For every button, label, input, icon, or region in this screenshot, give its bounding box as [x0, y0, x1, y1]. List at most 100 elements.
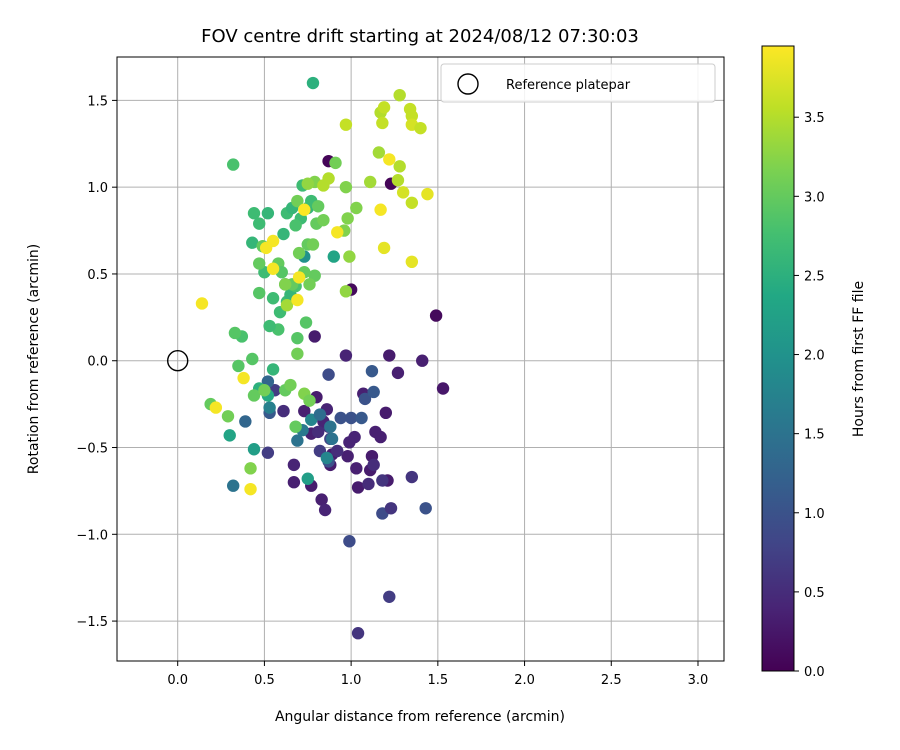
scatter-point [291, 434, 304, 447]
x-tick-label: 2.5 [601, 673, 622, 688]
scatter-point [246, 236, 259, 249]
scatter-point [253, 257, 266, 270]
scatter-point [391, 174, 405, 187]
scatter-point [383, 590, 396, 603]
scatter-point [376, 474, 389, 487]
scatter-point [393, 88, 406, 102]
chart-title: FOV centre drift starting at 2024/08/12 … [201, 26, 639, 47]
scatter-point [327, 250, 340, 263]
legend-label: Reference platepar [506, 78, 631, 93]
scatter-point [379, 406, 393, 420]
scatter-point [292, 246, 306, 260]
scatter-point [303, 278, 316, 291]
colorbar-tick-label: 0.5 [804, 586, 825, 601]
scatter-point [247, 207, 261, 220]
scatter-point [247, 389, 261, 402]
scatter-point [221, 410, 235, 423]
scatter-point [341, 449, 354, 463]
scatter-point [263, 401, 276, 414]
scatter-point [339, 349, 353, 362]
scatter-point [350, 201, 363, 215]
scatter-point [253, 286, 266, 300]
x-tick-label: 3.0 [688, 673, 709, 688]
scatter-point [279, 278, 292, 291]
scatter-point [374, 203, 387, 216]
y-tick-label: 1.5 [87, 94, 108, 109]
legend-reference-marker [457, 73, 479, 95]
scatter-point [343, 535, 356, 548]
scatter-point [308, 330, 321, 343]
scatter-point [306, 76, 320, 90]
scatter-point [383, 349, 396, 362]
scatter-point [355, 411, 368, 425]
scatter-point [266, 262, 280, 275]
scatter-point [287, 476, 301, 489]
y-tick-label: −1.0 [76, 528, 108, 543]
colorbar-ticks: 0.0 0.5 1.0 1.5 2.0 2.5 3.0 3.5 [794, 111, 825, 680]
scatter-point [317, 179, 330, 192]
scatter-point [429, 309, 443, 322]
colorbar-tick-label: 1.0 [804, 507, 825, 522]
scatter-point [405, 255, 419, 269]
scatter-point [317, 213, 330, 227]
scatter-point [258, 384, 271, 397]
scatter-point [223, 429, 236, 442]
scatter-point [195, 297, 209, 310]
scatter-point [364, 175, 377, 189]
scatter-point [311, 425, 325, 439]
y-tick-label: −0.5 [76, 442, 108, 457]
scatter-point [362, 477, 375, 491]
scatter-point [253, 217, 266, 230]
scatter-point [372, 146, 386, 159]
scatter-point [320, 451, 334, 465]
scatter-point [239, 415, 252, 428]
scatter-point [325, 432, 339, 446]
scatter-point [277, 227, 290, 241]
scatter-point [291, 347, 304, 360]
colorbar-tick-label: 3.0 [804, 190, 825, 205]
scatter-point [436, 382, 450, 395]
scatter-point [313, 408, 327, 421]
scatter-point [232, 359, 245, 373]
y-tick-label: −1.5 [76, 615, 108, 630]
scatter-point [416, 354, 429, 367]
scatter-point [284, 378, 297, 392]
scatter-point [343, 436, 356, 449]
scatter-point [228, 326, 242, 340]
scatter-point [311, 200, 325, 213]
scatter-point [414, 121, 427, 135]
x-tick-label: 1.5 [427, 673, 448, 688]
scatter-point [306, 238, 320, 251]
scatter-point [301, 472, 314, 485]
plot-frame [116, 56, 725, 662]
scatter-point [374, 430, 387, 444]
scatter-point [377, 101, 391, 114]
scatter-point [226, 158, 240, 171]
scatter-point [266, 363, 280, 376]
scatter-point [376, 116, 389, 130]
y-tick-label: 0.5 [87, 268, 108, 283]
scatter-point [329, 156, 342, 170]
scatter-point [244, 462, 257, 475]
scatter-point [299, 316, 313, 329]
x-axis-ticks: 0.0 0.5 1.0 1.5 2.0 2.5 3.0 [167, 661, 708, 688]
scatter-point [244, 482, 257, 496]
x-tick-label: 0.5 [254, 673, 275, 688]
scatter-point [365, 364, 379, 378]
scatter-point [263, 319, 276, 333]
scatter-point [322, 368, 335, 381]
scatter-point [405, 470, 419, 484]
colorbar-tick-label: 0.0 [804, 665, 825, 680]
scatter-point [315, 493, 328, 506]
x-tick-label: 2.0 [514, 673, 535, 688]
scatter-point [318, 503, 332, 517]
scatter-point [367, 385, 380, 399]
scatter-point [421, 187, 434, 201]
scatter-point [341, 212, 354, 225]
scatter-point [261, 446, 275, 459]
reference-layer [166, 350, 189, 372]
scatter-point [289, 420, 302, 433]
y-axis-ticks: −1.5 −1.0 −0.5 0.0 0.5 1.0 1.5 [76, 94, 117, 630]
